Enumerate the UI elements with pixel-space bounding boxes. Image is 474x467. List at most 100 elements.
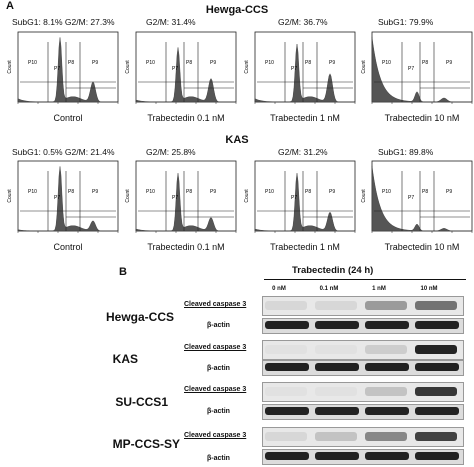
histogram-svg: Count P10 P7 P8 P9	[361, 31, 473, 104]
flow-header: G2/M: 25.8%	[146, 147, 196, 157]
flow-histogram: Count P10 P7 P8 P9	[6, 157, 120, 239]
gate-label: P9	[446, 60, 452, 66]
caspase-band	[315, 345, 357, 354]
gate-label: P10	[265, 60, 274, 66]
flow-histogram: Count P10 P7 P8 P9	[360, 28, 474, 110]
gate-label: P9	[92, 60, 98, 66]
gate-label: P7	[172, 195, 178, 201]
actin-band	[415, 321, 459, 329]
plot-frame	[17, 31, 119, 103]
caspase-blot-strip	[262, 382, 464, 402]
caspase-band	[315, 387, 357, 396]
caspase-band	[265, 387, 307, 396]
treatment-label: Trabectedin 0.1 nM	[147, 242, 225, 252]
actin-band	[265, 452, 309, 460]
histogram-svg: Count P10 P7 P8 P9	[7, 160, 119, 233]
flow-histogram: Count P10 P7 P8 P9	[124, 28, 238, 110]
histogram-area	[135, 47, 236, 103]
gate-label: P8	[186, 60, 192, 66]
caspase-band	[415, 301, 457, 310]
protein-label: Cleaved caspase 3	[184, 344, 247, 351]
treatment-label: Control	[53, 242, 83, 252]
histogram-area	[135, 173, 236, 232]
gate-label: P9	[329, 60, 335, 66]
y-axis-label: Count	[244, 60, 250, 74]
panel-b-label: B	[119, 266, 127, 278]
gate-label: P10	[28, 60, 37, 66]
gate-label: P8	[186, 189, 192, 195]
treatment-label: Trabectedin 1 nM	[270, 113, 340, 123]
caspase-band	[265, 345, 307, 354]
flow-header: SubG1: 8.1% G2/M: 27.3%	[12, 17, 115, 27]
lane-label: 0.1 nM	[319, 286, 339, 292]
y-axis-label: Count	[244, 189, 250, 203]
actin-blot-strip	[262, 318, 464, 334]
histogram-svg: Count P10 P7 P8 P9	[244, 31, 356, 104]
histogram-svg: Count P10 P7 P8 P9	[125, 31, 237, 104]
flow-header: G2/M: 31.4%	[146, 17, 196, 27]
gate-label: P10	[146, 189, 155, 195]
cell-line-title-hewga: Hewga-CCS	[205, 4, 269, 16]
plot-frame	[254, 160, 356, 232]
protein-label: β-actin	[207, 365, 230, 372]
y-axis-label: Count	[361, 60, 367, 74]
protein-label: β-actin	[207, 322, 230, 329]
gate-label: P8	[305, 189, 311, 195]
gate-label: P10	[146, 60, 155, 66]
gate-label: P10	[28, 189, 37, 195]
caspase-band	[265, 432, 307, 441]
gate-label: P9	[210, 189, 216, 195]
y-axis-label: Count	[361, 189, 367, 203]
gate-label: P9	[329, 189, 335, 195]
gate-label: P7	[54, 66, 60, 72]
caspase-band	[415, 345, 457, 354]
flow-header: SubG1: 89.8%	[378, 147, 434, 157]
gate-label: P7	[291, 195, 297, 201]
caspase-band	[265, 301, 307, 310]
actin-band	[365, 452, 409, 460]
treatment-label: Control	[53, 113, 83, 123]
plot-frame	[254, 31, 356, 103]
gate-label: P10	[382, 60, 391, 66]
actin-band	[415, 452, 459, 460]
histogram-svg: Count P10 P7 P8 P9	[7, 31, 119, 104]
blot-cell-line: KAS	[112, 352, 138, 366]
protein-label: β-actin	[207, 408, 230, 415]
gate-label: P9	[92, 189, 98, 195]
lane-label: 0 nM	[272, 286, 286, 292]
actin-blot-strip	[262, 360, 464, 376]
histogram-svg: Count P10 P7 P8 P9	[244, 160, 356, 233]
y-axis-label: Count	[7, 189, 13, 203]
caspase-band	[365, 387, 407, 396]
histogram-area	[17, 166, 118, 232]
caspase-band	[365, 301, 407, 310]
actin-band	[265, 321, 309, 329]
flow-histogram: Count P10 P7 P8 P9	[243, 157, 357, 239]
lane-label: 10 nM	[420, 286, 438, 292]
gate-label: P8	[305, 60, 311, 66]
protein-label: Cleaved caspase 3	[184, 432, 247, 439]
actin-blot-strip	[262, 449, 464, 465]
histogram-svg: Count P10 P7 P8 P9	[125, 160, 237, 233]
caspase-blot-strip	[262, 296, 464, 316]
gate-label: P10	[382, 189, 391, 195]
protein-label: β-actin	[207, 455, 230, 462]
y-axis-label: Count	[125, 189, 131, 203]
flow-histogram: Count P10 P7 P8 P9	[243, 28, 357, 110]
y-axis-label: Count	[125, 60, 131, 74]
blot-cell-line: MP-CCS-SY	[112, 437, 180, 451]
gate-label: P7	[408, 66, 414, 72]
blot-cell-line: SU-CCS1	[115, 395, 168, 409]
cell-line-title-kas: KAS	[225, 134, 249, 146]
actin-band	[365, 363, 409, 371]
actin-band	[265, 363, 309, 371]
gate-label: P8	[422, 189, 428, 195]
histogram-area	[371, 165, 472, 232]
plot-frame	[135, 31, 237, 103]
flow-histogram: Count P10 P7 P8 P9	[360, 157, 474, 239]
gate-label: P8	[422, 60, 428, 66]
actin-band	[365, 321, 409, 329]
gate-label: P7	[291, 66, 297, 72]
flow-header: SubG1: 0.5% G2/M: 21.4%	[12, 147, 115, 157]
protein-label: Cleaved caspase 3	[184, 301, 247, 308]
